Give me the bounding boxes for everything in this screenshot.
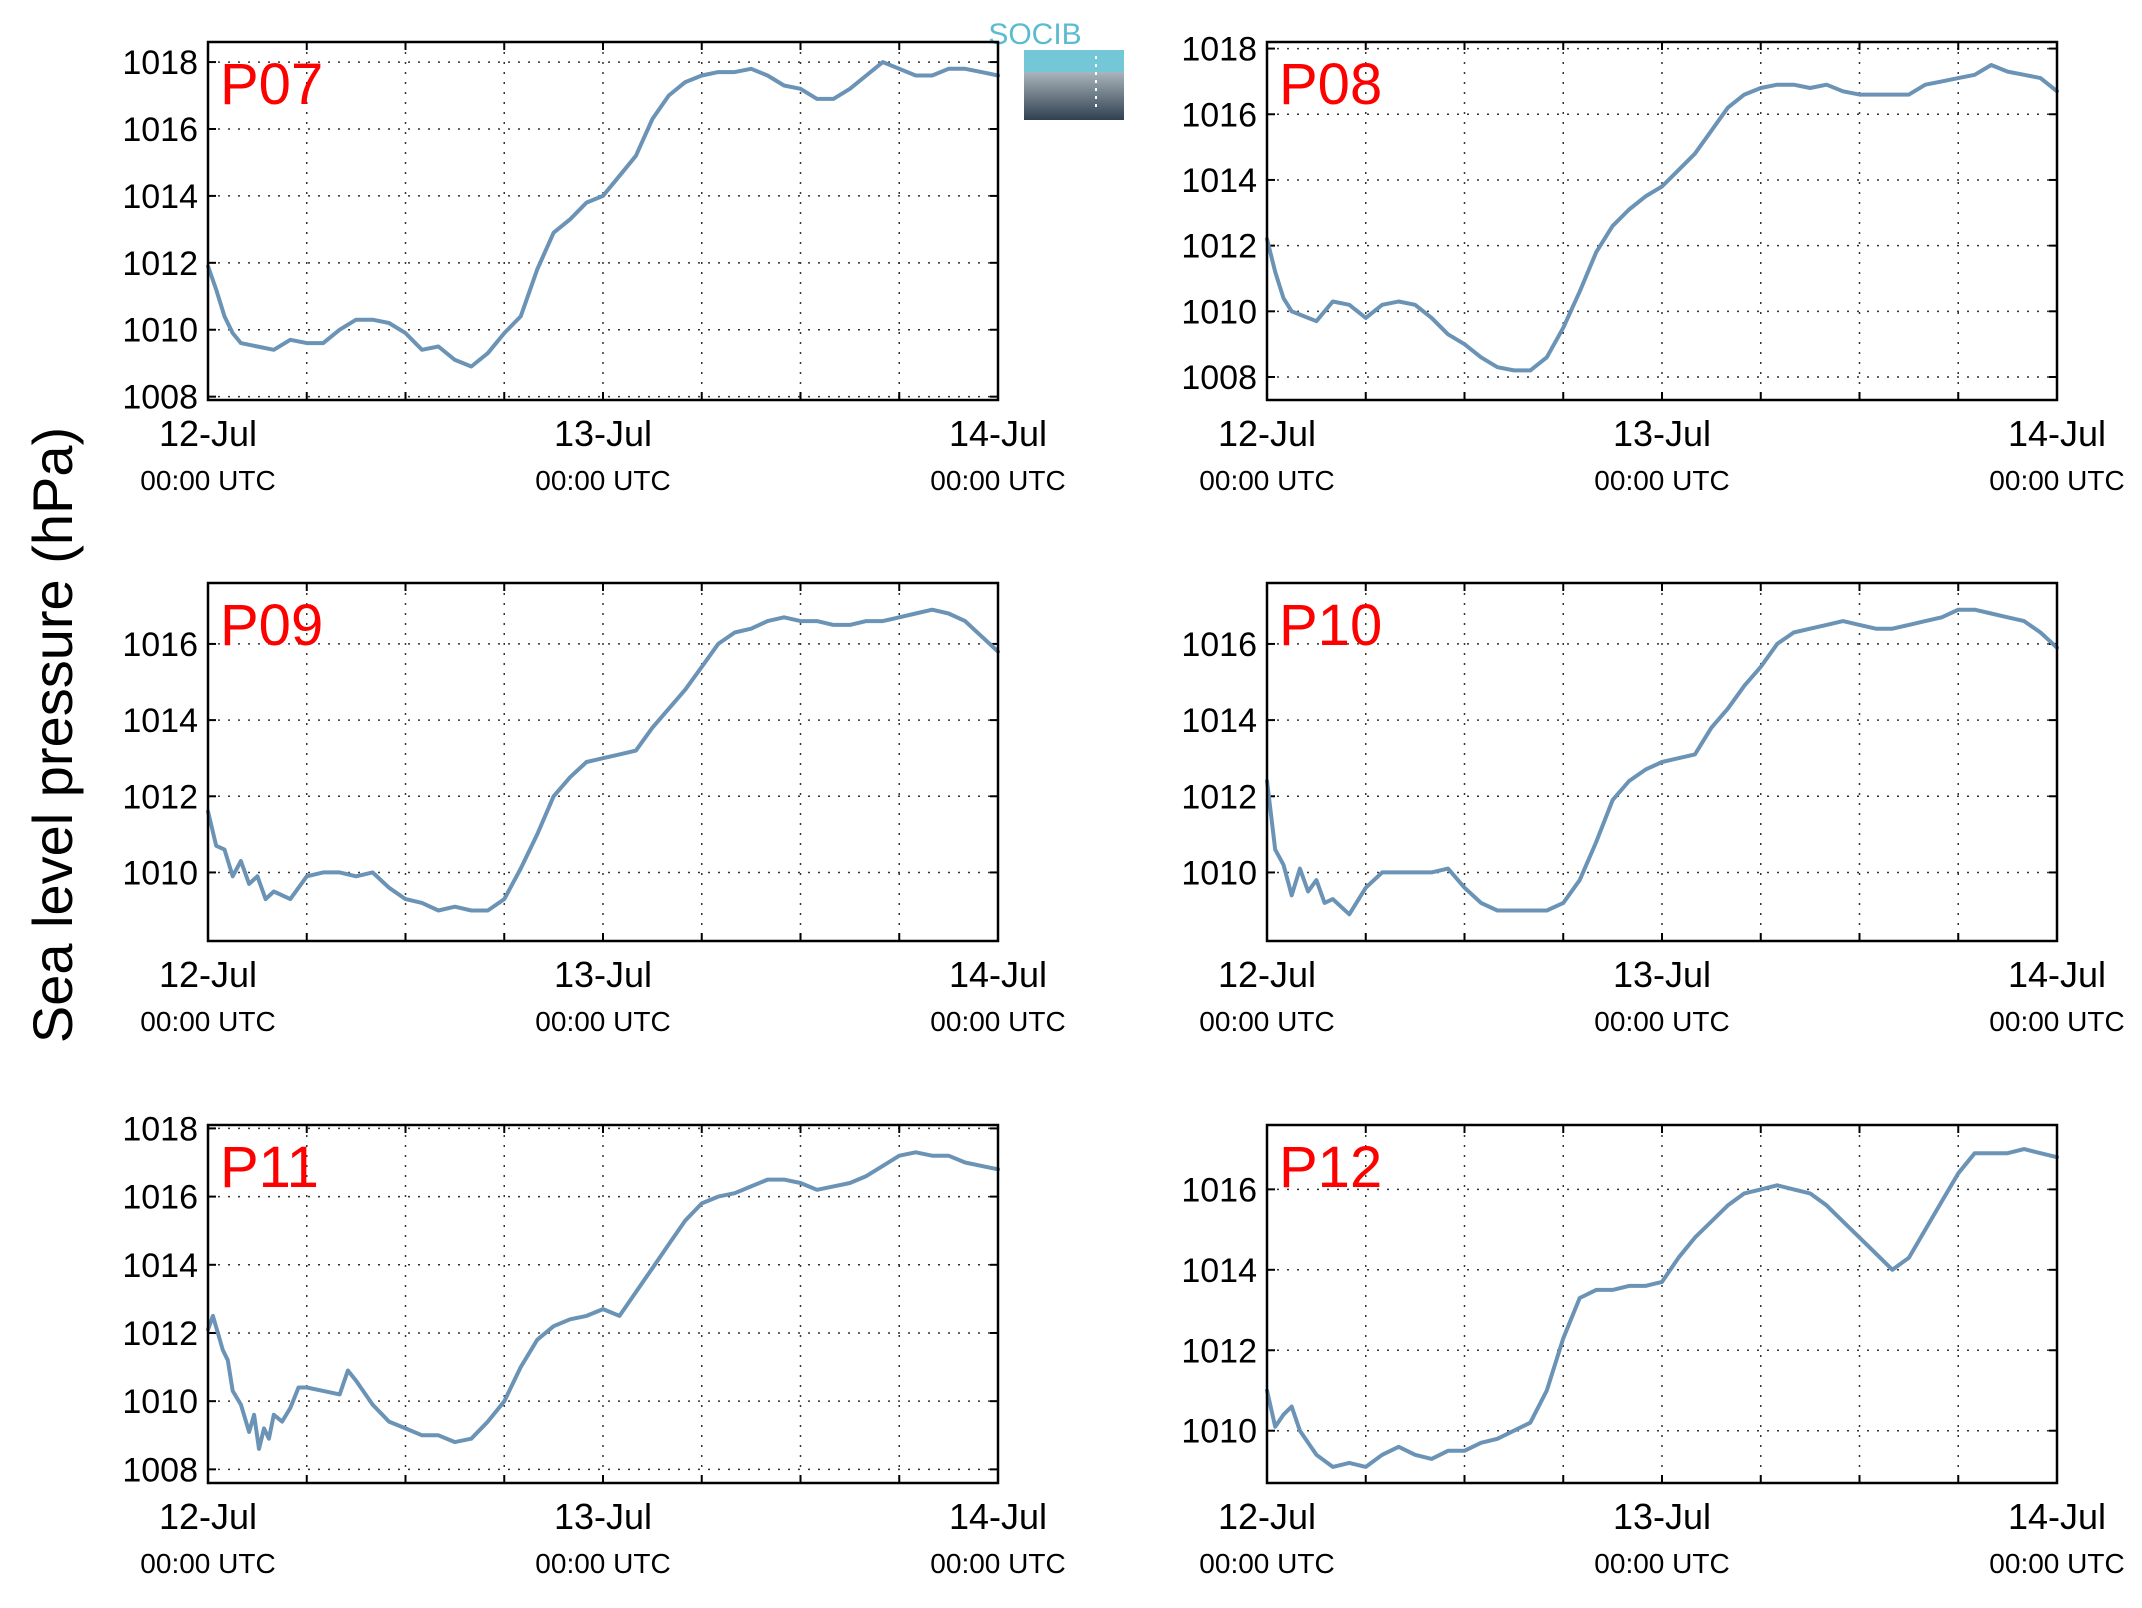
panel-p12: 1010 1012 1014 1016 12-Jul 00:00 UTC 13-Jul 00:…	[1181, 1123, 2125, 1579]
station-label: P07	[220, 52, 323, 117]
y-tick-label: 1010	[1181, 1413, 1257, 1451]
y-tick-label: 1008	[122, 379, 198, 417]
x-tick-label-time: 00:00 UTC	[1199, 1548, 1334, 1579]
socib-logo-text: SOCIB	[988, 18, 1081, 51]
pressure-line-p10	[1265, 607, 2059, 917]
y-tick-label: 1010	[122, 1383, 198, 1421]
y-tick-label: 1008	[122, 1451, 198, 1489]
x-tick-label-date: 14-Jul	[949, 413, 1047, 454]
x-tick-label-date: 12-Jul	[1218, 1496, 1316, 1537]
axes-frame	[1265, 581, 2059, 943]
x-tick-label-date: 14-Jul	[949, 1496, 1047, 1537]
y-tick-label: 1016	[1181, 96, 1257, 134]
socib-logo-body	[1024, 72, 1124, 120]
x-tick-label-date: 14-Jul	[2008, 954, 2106, 995]
panel-p09: 1010 1012 1014 1016 12-Jul 00:00 UTC 13-Jul 00:…	[122, 581, 1066, 1037]
panel-p07: 1008 1010 1012 1014 1016 1018 12-Jul 00:00 UTC 1…	[122, 40, 1066, 496]
x-tick-label-time: 00:00 UTC	[140, 1548, 275, 1579]
panel-p10: 1010 1012 1014 1016 12-Jul 00:00 UTC 13-Jul 00:…	[1181, 581, 2125, 1037]
pressure-line-p12	[1265, 1147, 2059, 1469]
x-tick-label-date: 13-Jul	[1613, 413, 1711, 454]
x-tick-label-time: 00:00 UTC	[930, 465, 1065, 496]
y-tick-label: 1008	[1181, 359, 1257, 397]
y-tick-label: 1012	[122, 778, 198, 816]
x-tick-label-date: 13-Jul	[554, 1496, 652, 1537]
y-tick-label: 1012	[122, 1315, 198, 1353]
axes-frame	[1265, 40, 2059, 402]
axes-frame	[206, 40, 1000, 402]
x-tick-label-time: 00:00 UTC	[535, 465, 670, 496]
station-label: P11	[220, 1135, 319, 1200]
y-tick-label: 1018	[1181, 31, 1257, 69]
y-tick-label: 1012	[122, 245, 198, 283]
y-tick-label: 1012	[1181, 228, 1257, 266]
x-tick-label-time: 00:00 UTC	[1594, 465, 1729, 496]
y-tick-label: 1010	[122, 312, 198, 350]
x-tick-label-date: 12-Jul	[159, 413, 257, 454]
y-tick-label: 1016	[122, 1179, 198, 1217]
y-tick-label: 1016	[122, 111, 198, 149]
x-tick-label-date: 13-Jul	[554, 413, 652, 454]
y-tick-label: 1012	[1181, 1332, 1257, 1370]
station-label: P08	[1279, 52, 1382, 117]
x-tick-label-date: 12-Jul	[159, 1496, 257, 1537]
y-tick-label: 1014	[122, 702, 198, 740]
y-axis-label: Sea level pressure (hPa)	[21, 427, 84, 1043]
y-tick-label: 1016	[1181, 1171, 1257, 1209]
y-tick-label: 1016	[1181, 626, 1257, 664]
axes-frame	[206, 581, 1000, 943]
y-tick-label: 1018	[122, 1110, 198, 1148]
x-tick-label-date: 12-Jul	[1218, 954, 1316, 995]
x-tick-label-time: 00:00 UTC	[140, 465, 275, 496]
x-tick-label-date: 13-Jul	[554, 954, 652, 995]
y-tick-label: 1012	[1181, 778, 1257, 816]
x-tick-label-time: 00:00 UTC	[1199, 465, 1334, 496]
axes-frame	[1265, 1123, 2059, 1485]
socib-logo: SOCIB	[988, 18, 1124, 120]
y-tick-label: 1010	[1181, 293, 1257, 331]
station-label: P12	[1279, 1135, 1382, 1200]
x-tick-label-date: 14-Jul	[2008, 413, 2106, 454]
x-tick-label-time: 00:00 UTC	[1989, 1006, 2124, 1037]
x-tick-label-time: 00:00 UTC	[1199, 1006, 1334, 1037]
x-tick-label-time: 00:00 UTC	[930, 1006, 1065, 1037]
pressure-line-p09	[206, 607, 1000, 913]
x-tick-label-time: 00:00 UTC	[930, 1548, 1065, 1579]
station-label: P09	[220, 593, 323, 658]
pressure-line-p11	[206, 1150, 1000, 1451]
panel-p11: 1008 1010 1012 1014 1016 1018 12-Jul 00:00 UTC 1…	[122, 1110, 1065, 1579]
x-tick-label-date: 13-Jul	[1613, 954, 1711, 995]
x-tick-label-time: 00:00 UTC	[535, 1548, 670, 1579]
x-tick-label-date: 14-Jul	[949, 954, 1047, 995]
pressure-line-p08	[1265, 63, 2059, 373]
x-tick-label-date: 12-Jul	[159, 954, 257, 995]
y-tick-label: 1014	[1181, 702, 1257, 740]
x-tick-label-date: 12-Jul	[1218, 413, 1316, 454]
y-tick-label: 1016	[122, 626, 198, 664]
x-tick-label-time: 00:00 UTC	[1594, 1548, 1729, 1579]
y-tick-label: 1010	[122, 854, 198, 892]
axes-frame	[206, 1123, 1000, 1485]
x-tick-label-time: 00:00 UTC	[1594, 1006, 1729, 1037]
x-tick-label-date: 13-Jul	[1613, 1496, 1711, 1537]
x-tick-label-time: 00:00 UTC	[1989, 465, 2124, 496]
x-tick-label-date: 14-Jul	[2008, 1496, 2106, 1537]
y-tick-label: 1014	[122, 178, 198, 216]
y-tick-label: 1018	[122, 44, 198, 82]
y-tick-label: 1014	[1181, 162, 1257, 200]
y-tick-label: 1014	[1181, 1252, 1257, 1290]
y-tick-label: 1014	[122, 1247, 198, 1285]
station-label: P10	[1279, 593, 1382, 658]
panel-p08: 1008 1010 1012 1014 1016 1018 12-Jul 00:00 UTC 1…	[1181, 31, 2124, 496]
x-tick-label-time: 00:00 UTC	[140, 1006, 275, 1037]
socib-logo-band	[1024, 50, 1124, 72]
pressure-line-p07	[206, 60, 1000, 369]
x-tick-label-time: 00:00 UTC	[535, 1006, 670, 1037]
x-tick-label-time: 00:00 UTC	[1989, 1548, 2124, 1579]
y-tick-label: 1010	[1181, 854, 1257, 892]
